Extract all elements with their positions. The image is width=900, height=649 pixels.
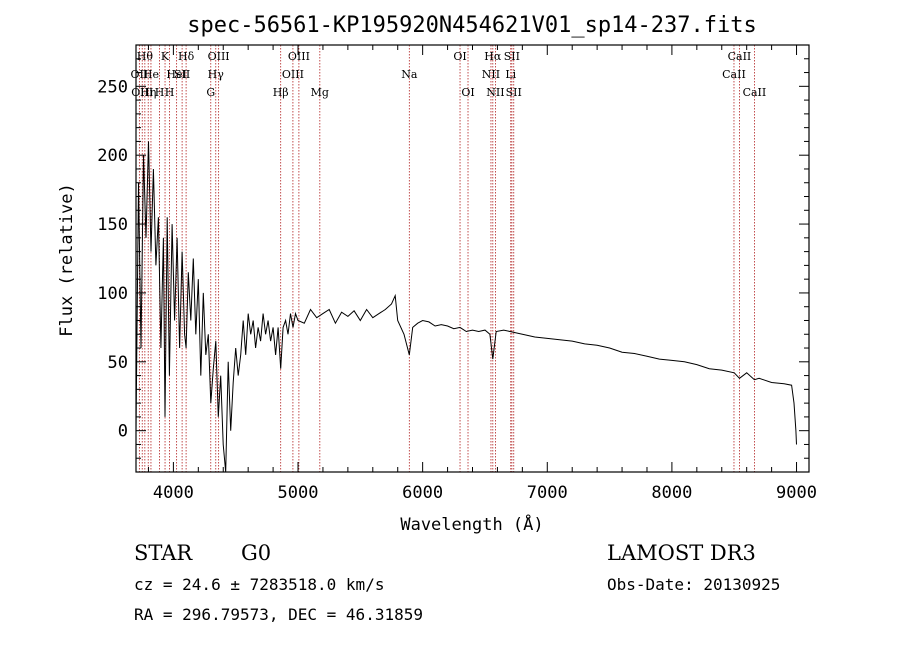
coordinates: RA = 296.79573, DEC = 46.31859: [134, 605, 423, 624]
line-marker-label: OI: [461, 86, 474, 99]
line-marker-label: Hγ: [208, 68, 225, 81]
line-marker-label: He: [143, 68, 159, 81]
x-tick-label: 9000: [776, 483, 817, 503]
line-marker-labels: OIIOIIIHθHηHeHKHHeISIIHδGHγOIIIHβOIIIOII…: [131, 50, 767, 99]
line-marker-label: CaII: [722, 68, 746, 81]
plot-area: OIIOIIIHθHηHeHKHHeISIIHδGHγOIIIHβOIIIOII…: [97, 44, 817, 503]
line-marker-label: SII: [174, 68, 190, 81]
line-marker-label: OIII: [131, 86, 153, 99]
line-marker-label: SII: [504, 50, 520, 63]
line-marker-label: NII: [482, 68, 500, 81]
x-tick-label: 7000: [527, 483, 568, 503]
line-marker-label: Li: [505, 68, 516, 81]
x-axis-label: Wavelength (Å): [400, 513, 543, 535]
line-marker-label: OIII: [208, 50, 230, 63]
line-marker-label: G: [206, 86, 215, 99]
line-marker-label: Hβ: [273, 86, 289, 99]
line-marker-label: Mg: [311, 86, 329, 99]
line-marker-label: K: [161, 50, 170, 63]
line-marker-label: H: [155, 86, 165, 99]
plot-frame: [135, 44, 810, 473]
line-marker-label: CaII: [728, 50, 752, 63]
line-marker-label: CaII: [743, 86, 767, 99]
y-tick-label: 250: [97, 77, 128, 97]
line-marker-label: OIII: [288, 50, 310, 63]
y-axis-label: Flux (relative): [57, 183, 77, 337]
x-tick-label: 5000: [278, 483, 319, 503]
redshift-readout: cz = 24.6 ± 7283518.0 km/s: [134, 575, 384, 594]
line-marker-label: Hθ: [137, 50, 154, 63]
object-subclass: G0: [241, 541, 271, 565]
spectrum-series-line: [135, 141, 797, 473]
line-marker-label: NII: [486, 86, 504, 99]
line-marker-label: OII: [131, 68, 149, 81]
object-class: STAR: [134, 541, 193, 565]
y-tick-label: 200: [97, 146, 128, 166]
y-axis-ticks: 0 50 100 150 200 250: [97, 58, 809, 459]
survey-name: LAMOST DR3: [607, 541, 756, 565]
obs-date: Obs-Date: 20130925: [607, 575, 780, 594]
x-tick-label: 8000: [651, 483, 692, 503]
y-tick-label: 100: [97, 284, 128, 304]
line-marker-label: OIII: [282, 68, 304, 81]
y-tick-label: 0: [118, 422, 128, 442]
x-tick-label: 4000: [153, 483, 194, 503]
line-marker-label: Hδ: [178, 50, 195, 63]
line-marker-label: OI: [453, 50, 466, 63]
line-marker-label: SII: [506, 86, 522, 99]
line-marker-label: Hη: [140, 86, 156, 99]
line-marker-label: H: [165, 86, 175, 99]
chart-title: spec-56561-KP195920N454621V01_sp14-237.f…: [187, 13, 757, 38]
x-axis-ticks: 4000 5000 6000 7000 8000 9000: [147, 45, 817, 503]
y-tick-label: 50: [108, 353, 128, 373]
y-tick-label: 150: [97, 215, 128, 235]
line-marker-label: HeI: [166, 68, 186, 81]
line-marker-label: Na: [401, 68, 418, 81]
x-tick-label: 6000: [402, 483, 443, 503]
line-marker-label: Hα: [484, 50, 502, 63]
